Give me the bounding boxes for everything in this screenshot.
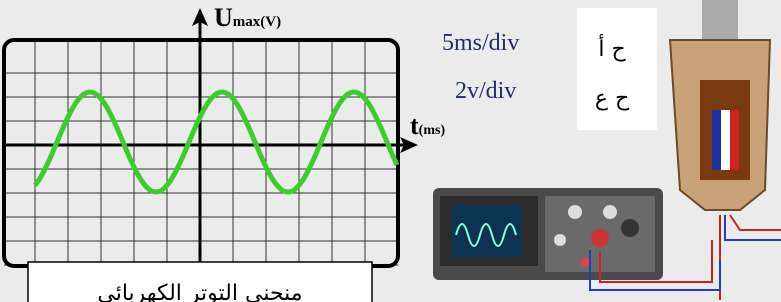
y-label-sub: max(V) [233,14,281,30]
generator-device [670,0,781,300]
diagram: Umax(V) t(ms) 5ms/div 2v/div ح أ ح ع منح… [0,0,781,302]
answer-line2: ح ع [595,86,630,111]
y-label: Umax(V) [214,3,281,32]
x-label-main: t [410,111,419,140]
sine-wave [35,92,397,192]
time-base: 5ms/div [442,30,519,56]
caption: منحنى التوتر الكهربائي [97,281,302,302]
answer-box [577,8,657,130]
x-label-sub: (ms) [419,123,446,138]
y-label-main: U [214,3,233,32]
oscilloscope-device [433,188,663,280]
x-label: t(ms) [410,111,445,140]
voltage-scale: 2v/div [455,78,516,104]
scene: Umax(V) t(ms) 5ms/div 2v/div ح أ ح ع منح… [0,0,781,302]
answer-line1: ح أ [598,34,626,62]
